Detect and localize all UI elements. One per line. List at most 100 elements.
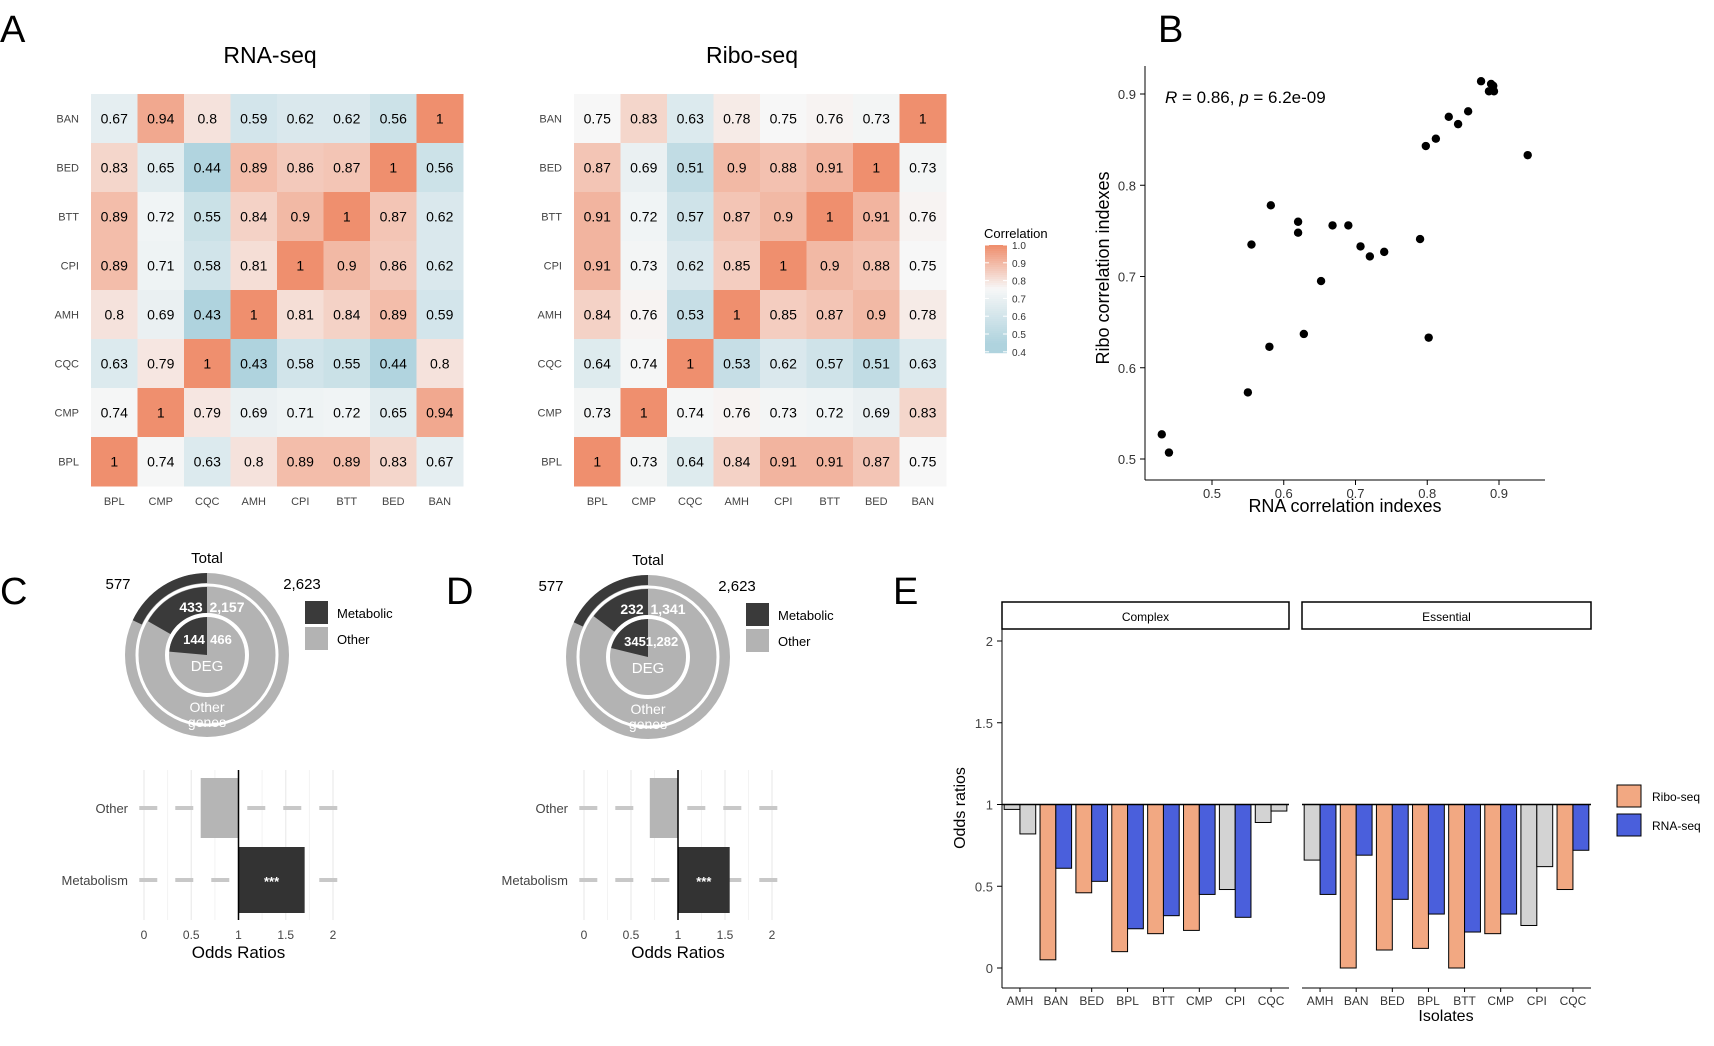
- heatmap-cell-value: 0.86: [380, 258, 407, 274]
- legend-gradient-band: [985, 351, 1007, 354]
- bar-ribo-seq: [1520, 804, 1538, 926]
- heatmap-cell: [760, 94, 807, 144]
- bar-rna-seq: [1319, 804, 1337, 895]
- heatmap-row-label: BAN: [539, 114, 562, 126]
- heatmap-cell-value: 0.94: [426, 405, 453, 421]
- pie-inner-other-count: 466: [210, 632, 232, 647]
- heatmap-cell: [760, 241, 807, 291]
- bar-ribo-seq: [1339, 804, 1357, 969]
- heatmap-cell: [416, 339, 464, 389]
- scatter-point: [1380, 247, 1389, 257]
- annotation-part: = 0.86,: [1177, 88, 1239, 107]
- heatmap-cell: [806, 437, 854, 487]
- heatmap-cell-value: 1: [203, 356, 211, 372]
- pie-other-genes-label: Other: [630, 701, 665, 717]
- heatmap-cell-value: 0.9: [774, 209, 794, 225]
- heatmap-cell: [370, 339, 417, 389]
- pie-other-genes-label: genes: [629, 716, 667, 732]
- heatmap-cell-value: 0.9: [727, 160, 747, 176]
- legend-gradient-band: [985, 301, 1007, 304]
- heatmap-cell: [806, 94, 854, 144]
- heatmap-column-label: CPI: [774, 496, 792, 508]
- heatmap-cell: [370, 388, 417, 438]
- heatmap-row-label: CPI: [544, 261, 562, 273]
- x-tick-label: 0.6: [1275, 486, 1293, 501]
- facet-strip: [1301, 601, 1592, 630]
- heatmap-cell-value: 0.69: [240, 405, 267, 421]
- heatmap-cell-value: 0.73: [584, 405, 611, 421]
- heatmap-cell-value: 1: [250, 307, 258, 323]
- y-tick-label: 0.6: [1118, 361, 1136, 376]
- category-label: Other: [95, 801, 128, 816]
- x-tick-label: 1: [235, 928, 242, 942]
- heatmap-cell-value: 0.59: [240, 111, 267, 127]
- odds-ratio-chart-c: 0 0.5 1 1.5 2 Other Metabolism *** Odds Ratios: [62, 770, 343, 962]
- heatmap-cell-value: 0.62: [426, 209, 453, 225]
- heatmap-cell: [853, 241, 900, 291]
- x-tick-label: CPI: [1225, 994, 1245, 1008]
- heatmap-row-label: BTT: [58, 212, 79, 224]
- pie-total-label: Total: [191, 550, 223, 567]
- heatmap-column-label: BPL: [104, 496, 125, 508]
- y-axis-label: Ribo correlation indexes: [1093, 171, 1113, 364]
- heatmap-cell-value: 0.63: [101, 356, 128, 372]
- x-tick-label: CQC: [1560, 994, 1587, 1008]
- heatmap-cell-value: 1: [686, 356, 694, 372]
- bar-ribo-seq: [1075, 804, 1093, 894]
- heatmap-cell: [620, 290, 668, 340]
- heatmap-cell: [137, 192, 185, 242]
- heatmap-title: RNA-seq: [223, 42, 316, 68]
- heatmap-cell: [323, 290, 371, 340]
- heatmap-cell: [184, 94, 231, 144]
- heatmap-column-label: CPI: [291, 496, 309, 508]
- heatmap-cell: [760, 339, 807, 389]
- heatmap-cell: [370, 143, 417, 193]
- heatmap-cell-value: 1: [733, 307, 741, 323]
- heatmap-cell-value: 0.91: [863, 209, 890, 225]
- legend-gradient-band: [985, 339, 1007, 342]
- bar-ribo-seq: [1556, 804, 1574, 891]
- heatmap-cell-value: 0.75: [584, 111, 611, 127]
- heatmap-cell: [667, 143, 714, 193]
- y-tick-label: 2: [986, 634, 993, 649]
- bar-rna-seq: [1427, 804, 1445, 915]
- legend-gradient-band: [985, 293, 1007, 296]
- pie-metabolic-segment: [593, 589, 648, 632]
- heatmap-column-label: CQC: [195, 496, 220, 508]
- legend-gradient-band: [985, 267, 1007, 270]
- x-tick-label: BPL: [1116, 994, 1139, 1008]
- legend-gradient-band: [985, 263, 1007, 266]
- bar-ribo-seq: [1147, 804, 1164, 935]
- heatmap-cell: [853, 388, 900, 438]
- heatmap-cell-value: 0.87: [816, 307, 843, 323]
- heatmap-row-label: BPL: [541, 457, 562, 469]
- facet-strip-label: Complex: [1122, 610, 1169, 624]
- scatter-point: [1421, 141, 1431, 151]
- heatmap-cell-value: 0.74: [101, 405, 128, 421]
- heatmap-cell-value: 0.73: [863, 111, 890, 127]
- heatmap-cell: [230, 388, 278, 438]
- heatmap-cell: [184, 241, 231, 291]
- heatmap-cell-value: 1: [826, 209, 834, 225]
- heatmap-cell: [323, 437, 371, 487]
- x-tick-label: AMH: [1007, 994, 1034, 1008]
- heatmap-cell-value: 0.85: [770, 307, 797, 323]
- pie-metabolic-segment: [169, 617, 207, 655]
- heatmap-cell-value: 0.56: [426, 160, 453, 176]
- x-tick-label: 0: [581, 928, 588, 942]
- heatmap-cell: [416, 290, 464, 340]
- heatmap-cell-value: 0.83: [909, 405, 936, 421]
- pie-deg-label: DEG: [632, 660, 665, 677]
- heatmap-cell-value: 0.63: [194, 454, 221, 470]
- x-tick-label: CQC: [1258, 994, 1285, 1008]
- scatter-point: [1523, 150, 1532, 160]
- legend-tick-label: 0.8: [1012, 277, 1026, 288]
- scatter-point: [1356, 242, 1365, 251]
- legend-gradient-band: [985, 317, 1007, 320]
- heatmap-cell-value: 1: [640, 405, 648, 421]
- heatmap-cell-value: 0.79: [147, 356, 174, 372]
- heatmap-cell: [277, 241, 324, 291]
